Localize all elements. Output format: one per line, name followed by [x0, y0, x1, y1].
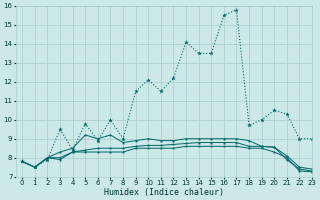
X-axis label: Humidex (Indice chaleur): Humidex (Indice chaleur) — [104, 188, 224, 197]
